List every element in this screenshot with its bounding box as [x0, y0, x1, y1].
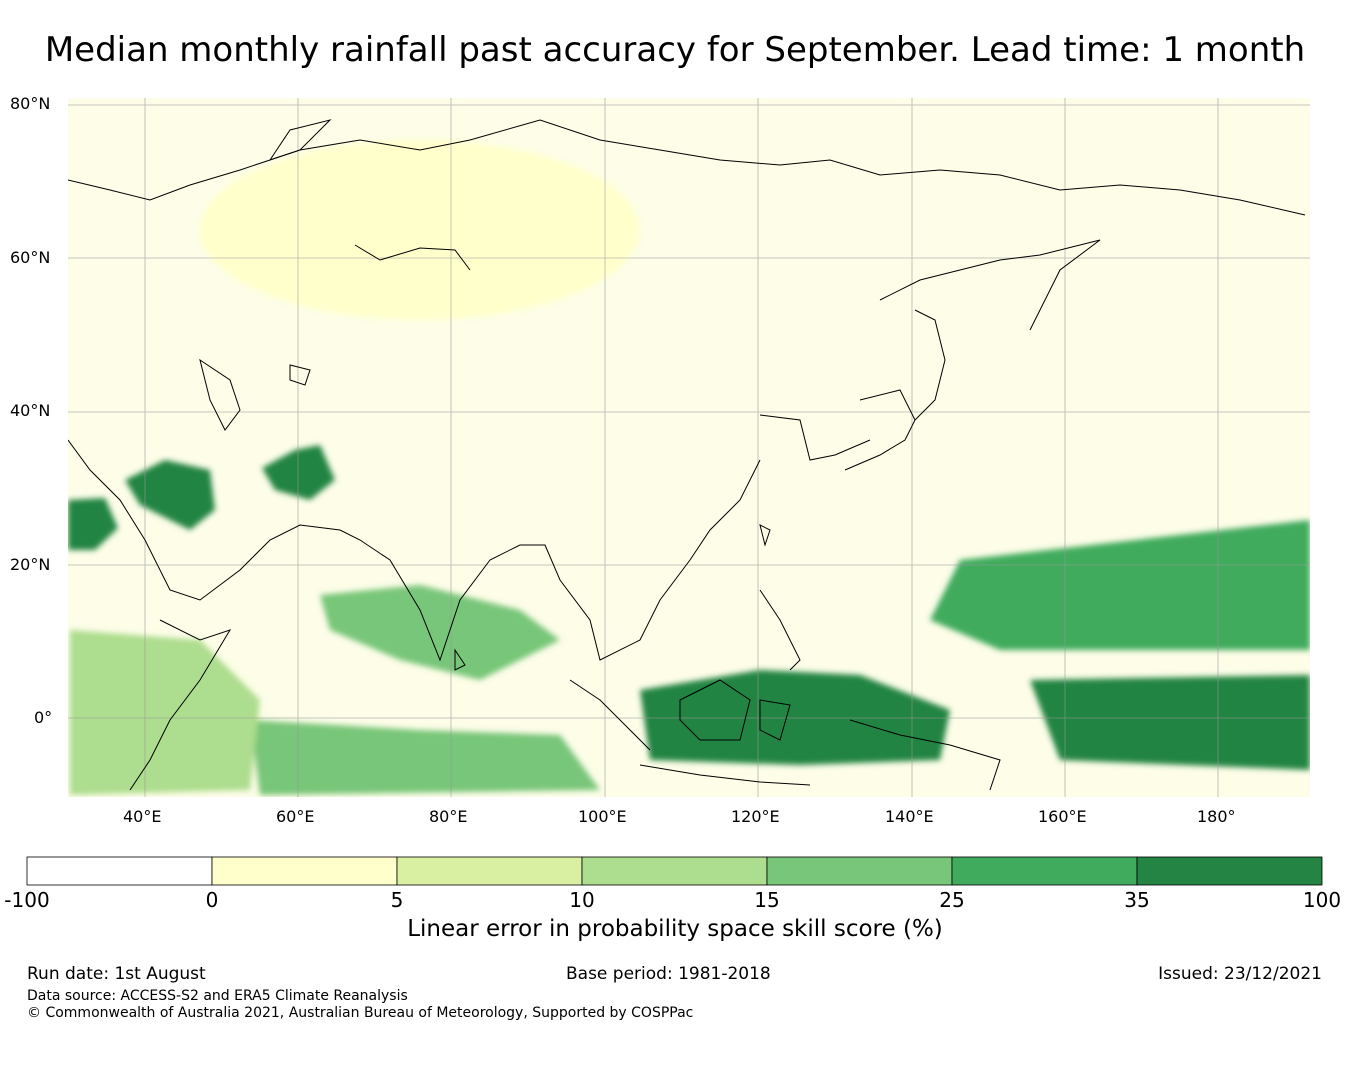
graticule — [68, 98, 1310, 797]
coastlines — [68, 119, 1306, 791]
lat-label-60n: 60°N — [10, 248, 51, 267]
lon-label-140e: 140°E — [885, 807, 934, 826]
data-source: Data source: ACCESS-S2 and ERA5 Climate … — [27, 988, 408, 1004]
region-arabian-levant — [125, 460, 215, 530]
lon-label-60e: 60°E — [276, 807, 315, 826]
lon-label-180: 180° — [1197, 807, 1236, 826]
issued-date: Issued: 23/12/2021 — [1158, 964, 1322, 984]
lat-label-20n: 20°N — [10, 555, 51, 574]
colorbar-segment — [26, 856, 213, 886]
colorbar-segment — [766, 856, 953, 886]
region-west-pacific — [1030, 675, 1310, 770]
region-indian-ocean-south — [250, 720, 600, 795]
colorbar-tick: 25 — [939, 888, 965, 912]
region-maritime-continent — [640, 670, 950, 765]
map-title: Median monthly rainfall past accuracy fo… — [44, 30, 1306, 70]
colorbar-tick: 15 — [754, 888, 780, 912]
lat-label-80n: 80°N — [10, 94, 51, 113]
lon-label-120e: 120°E — [731, 807, 780, 826]
colorbar-tick: 10 — [569, 888, 595, 912]
colorbar-segment — [211, 856, 398, 886]
run-date: Run date: 1st August — [27, 964, 206, 984]
region-india-bay-of-bengal — [320, 585, 560, 680]
region-red-sea-west — [68, 498, 118, 550]
colorbar-segment — [581, 856, 768, 886]
lat-label-40n: 40°N — [10, 401, 51, 420]
lon-label-80e: 80°E — [429, 807, 468, 826]
colorbar-tick: 5 — [390, 888, 404, 912]
base-period: Base period: 1981-2018 — [566, 964, 771, 984]
colorbar-tick: 100 — [1302, 888, 1342, 912]
region-east-africa — [70, 630, 260, 795]
colorbar-tick: 35 — [1124, 888, 1150, 912]
region-north-pacific-band — [930, 520, 1310, 650]
colorbar-segment — [1136, 856, 1323, 886]
colorbar-segment — [951, 856, 1138, 886]
lon-label-160e: 160°E — [1038, 807, 1087, 826]
colorbar-segment — [396, 856, 583, 886]
colorbar-label: Linear error in probability space skill … — [407, 916, 943, 942]
lon-label-100e: 100°E — [578, 807, 627, 826]
region-siberia-north — [200, 140, 640, 320]
region-iran-plateau — [262, 445, 335, 500]
colorbar-tick: -100 — [4, 888, 50, 912]
lon-label-40e: 40°E — [123, 807, 162, 826]
lat-label-0: 0° — [34, 708, 53, 727]
colorbar-tick: 0 — [205, 888, 219, 912]
copyright: © Commonwealth of Australia 2021, Austra… — [27, 1005, 694, 1021]
